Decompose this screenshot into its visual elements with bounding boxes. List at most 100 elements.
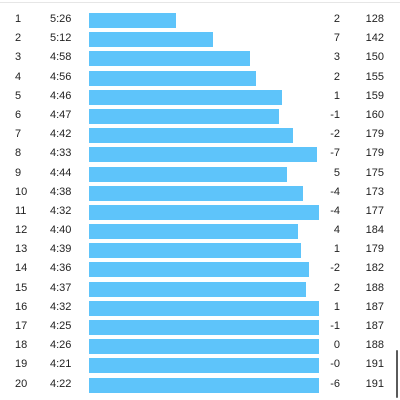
split-pace: 4:26 [50,339,72,352]
split-elevation: 2 [333,13,340,25]
split-row: 5 4:46 1 159 [0,87,400,106]
split-elevation: 5 [333,166,340,179]
pace-bar-track [89,377,319,393]
split-pace: 4:36 [50,262,72,275]
pace-bar-track [89,204,319,220]
split-km: 2 [15,32,22,45]
pace-bar-track [89,320,319,335]
split-row: 14 4:36 -2 182 [0,259,400,278]
split-km: 1 [15,13,22,25]
split-pace: 4:56 [50,70,72,83]
split-elevation: 2 [333,70,340,83]
pace-bar-track [89,339,319,355]
split-row: 4 4:56 2 155 [0,68,400,87]
split-heart-rate: 179 [365,128,384,141]
split-pace: 4:47 [50,108,72,121]
split-elevation: -0 [330,358,340,371]
split-elevation: 2 [333,281,340,294]
pace-bar [89,281,306,297]
pace-bar [89,377,319,393]
split-row: 10 4:38 -4 173 [0,183,400,202]
split-elevation: 1 [333,243,340,256]
split-heart-rate: 182 [365,262,384,275]
split-km: 4 [15,70,22,83]
split-row: 12 4:40 4 184 [0,221,400,240]
split-heart-rate: 177 [365,204,384,217]
split-km: 3 [15,51,22,64]
pace-bar-track [89,224,319,240]
split-elevation: 0 [333,339,340,352]
split-row: 15 4:37 2 188 [0,279,400,298]
split-pace: 4:46 [50,89,72,102]
split-pace: 4:32 [50,300,72,313]
split-pace: 4:32 [50,204,72,217]
pace-bar-track [89,51,319,67]
split-elevation: -2 [330,128,340,141]
split-pace: 4:22 [50,377,72,390]
split-pace: 4:44 [50,166,72,179]
split-elevation: 1 [333,300,340,313]
pace-bar [89,243,301,259]
pace-bar-track [89,358,319,374]
split-row: 17 4:25 -1 187 [0,317,400,336]
split-pace: 4:25 [50,320,72,332]
split-elevation: -4 [330,185,340,198]
pace-bar [89,358,319,374]
split-heart-rate: 187 [365,300,384,313]
pace-bar [89,70,256,86]
split-heart-rate: 173 [365,185,384,198]
split-km: 11 [15,204,27,217]
pace-bar-track [89,89,319,105]
split-elevation: -2 [330,262,340,275]
split-heart-rate: 155 [365,70,384,83]
split-pace: 4:33 [50,147,72,160]
split-pace: 5:26 [50,13,72,25]
split-elevation: -1 [330,320,340,332]
pace-bar-track [89,128,319,144]
split-heart-rate: 150 [365,51,384,64]
split-elevation: -4 [330,204,340,217]
split-heart-rate: 191 [365,358,384,371]
pace-bar-track [89,300,319,316]
split-pace: 4:38 [50,185,72,198]
split-row: 3 4:58 3 150 [0,48,400,67]
split-heart-rate: 187 [365,320,384,332]
split-km: 6 [15,108,22,121]
split-km: 17 [15,320,28,332]
pace-bar [89,128,293,144]
split-elevation: -1 [330,108,340,121]
pace-bar [89,204,319,220]
split-km: 9 [15,166,22,179]
split-row: 18 4:26 0 188 [0,336,400,355]
split-pace: 4:42 [50,128,72,141]
split-elevation: -6 [330,377,340,390]
pace-bar [89,147,317,163]
split-heart-rate: 188 [365,281,384,294]
pace-bar [89,166,288,182]
splits-table: 1 5:26 2 128 2 5:12 7 142 3 4:58 3 150 4 4:56 2 155 5 4:4… [0,10,400,394]
split-row: 7 4:42 -2 179 [0,125,400,144]
pace-bar-track [89,243,319,259]
split-row: 11 4:32 -4 177 [0,202,400,221]
pace-bar [89,300,319,316]
pace-bar [89,108,280,124]
pace-bar [89,339,319,355]
split-row: 6 4:47 -1 160 [0,106,400,125]
scrollbar[interactable] [396,350,398,398]
split-row: 8 4:33 -7 179 [0,144,400,163]
split-km: 13 [15,243,28,256]
split-pace: 4:21 [50,358,72,371]
pace-bar-track [89,262,319,278]
split-row: 2 5:12 7 142 [0,29,400,48]
split-km: 18 [15,339,28,352]
split-km: 16 [15,300,28,313]
pace-bar [89,32,214,48]
pace-bar-track [89,166,319,182]
top-divider [0,2,400,3]
split-heart-rate: 191 [365,377,384,390]
split-pace: 4:37 [50,281,72,294]
pace-bar [89,320,319,335]
split-heart-rate: 142 [365,32,384,45]
pace-bar-track [89,281,319,297]
split-elevation: 4 [333,224,340,237]
